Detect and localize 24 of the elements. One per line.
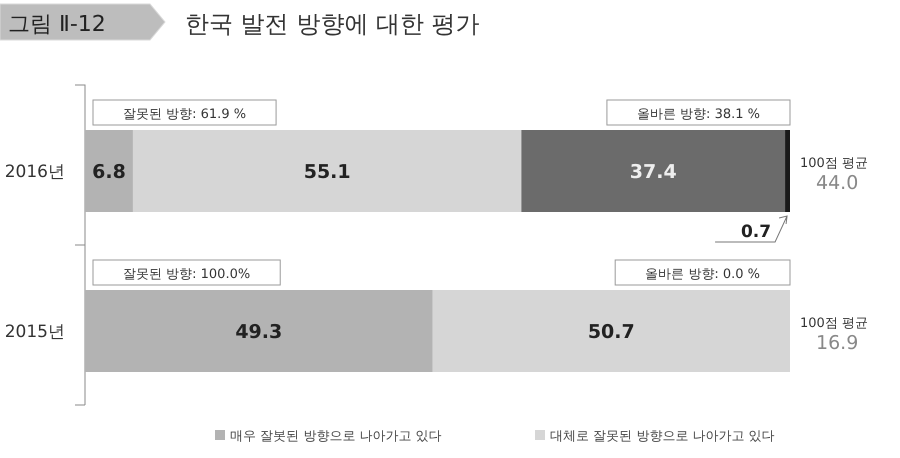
text: 100점 평균 44.0 bbox=[800, 156, 868, 194]
legend-label: 매우 잘봇된 방향으로 나아가고 있다 bbox=[230, 429, 442, 444]
chart-title: 한국 발전 방향에 대한 평가 bbox=[185, 10, 480, 38]
data-label: 50.7 bbox=[588, 321, 635, 343]
y-tick-label: 2015년 bbox=[4, 322, 65, 342]
annotation: 올바른 방향: 38.1 % bbox=[636, 107, 760, 122]
bar bbox=[85, 290, 433, 372]
y-tick-label: 2016년 bbox=[4, 162, 65, 182]
bar bbox=[132, 130, 522, 212]
annotation: 잘못된 방향: 61.9 % bbox=[123, 107, 246, 122]
annotation: 올바른 방향: 0.0 % bbox=[645, 267, 760, 282]
text: 100점 평균 16.9 bbox=[800, 316, 868, 354]
bar bbox=[521, 130, 786, 212]
bar bbox=[432, 290, 790, 372]
annotation: 잘못된 방향: 100.0% bbox=[123, 267, 250, 282]
data-label: 0.7 bbox=[740, 222, 772, 242]
bar bbox=[85, 130, 133, 212]
data-label: 6.8 bbox=[92, 161, 126, 183]
data-label: 49.3 bbox=[235, 321, 282, 343]
data-label: 55.1 bbox=[304, 161, 351, 183]
legend-label: 대체로 잘못된 방향으로 나아가고 있다 bbox=[550, 429, 775, 444]
bar bbox=[785, 130, 790, 212]
chart-subtitle: 그림 Ⅱ-12 bbox=[8, 12, 106, 37]
data-label: 37.4 bbox=[630, 161, 677, 183]
